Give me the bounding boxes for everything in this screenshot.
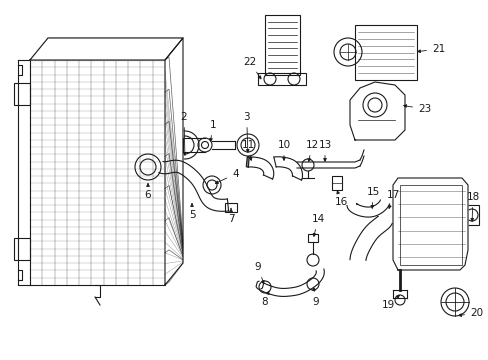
Polygon shape [164, 38, 183, 285]
Text: 9: 9 [254, 262, 264, 284]
Bar [14, 238, 30, 260]
Bar [464, 205, 478, 225]
Bar [264, 15, 299, 75]
Text: 7: 7 [227, 208, 234, 224]
Text: 14: 14 [311, 214, 324, 237]
Text: 1: 1 [209, 120, 216, 141]
Polygon shape [392, 178, 467, 270]
Text: 21: 21 [417, 44, 445, 54]
Polygon shape [349, 82, 404, 140]
Bar [224, 203, 237, 212]
Text: 10: 10 [277, 140, 290, 160]
Bar [399, 185, 461, 265]
Text: 11: 11 [241, 140, 254, 160]
Text: 8: 8 [261, 291, 268, 307]
Text: 9: 9 [312, 288, 319, 307]
Text: 3: 3 [243, 112, 249, 152]
Bar [258, 73, 305, 85]
Text: 16: 16 [334, 191, 347, 207]
Bar [307, 234, 317, 242]
Text: 19: 19 [381, 295, 399, 310]
Polygon shape [30, 38, 183, 60]
Text: 6: 6 [144, 184, 151, 200]
Bar [14, 83, 30, 105]
Text: 17: 17 [386, 190, 399, 208]
Text: 18: 18 [466, 192, 479, 221]
Text: 15: 15 [366, 187, 379, 208]
Text: 5: 5 [188, 204, 195, 220]
Text: 2: 2 [181, 112, 187, 155]
Text: 20: 20 [458, 308, 482, 318]
Text: 22: 22 [243, 57, 261, 79]
Text: 13: 13 [318, 140, 331, 161]
Text: 12: 12 [305, 140, 318, 161]
Bar [354, 25, 416, 80]
Text: 23: 23 [403, 104, 430, 114]
Bar [331, 176, 341, 190]
Text: 4: 4 [215, 169, 238, 184]
